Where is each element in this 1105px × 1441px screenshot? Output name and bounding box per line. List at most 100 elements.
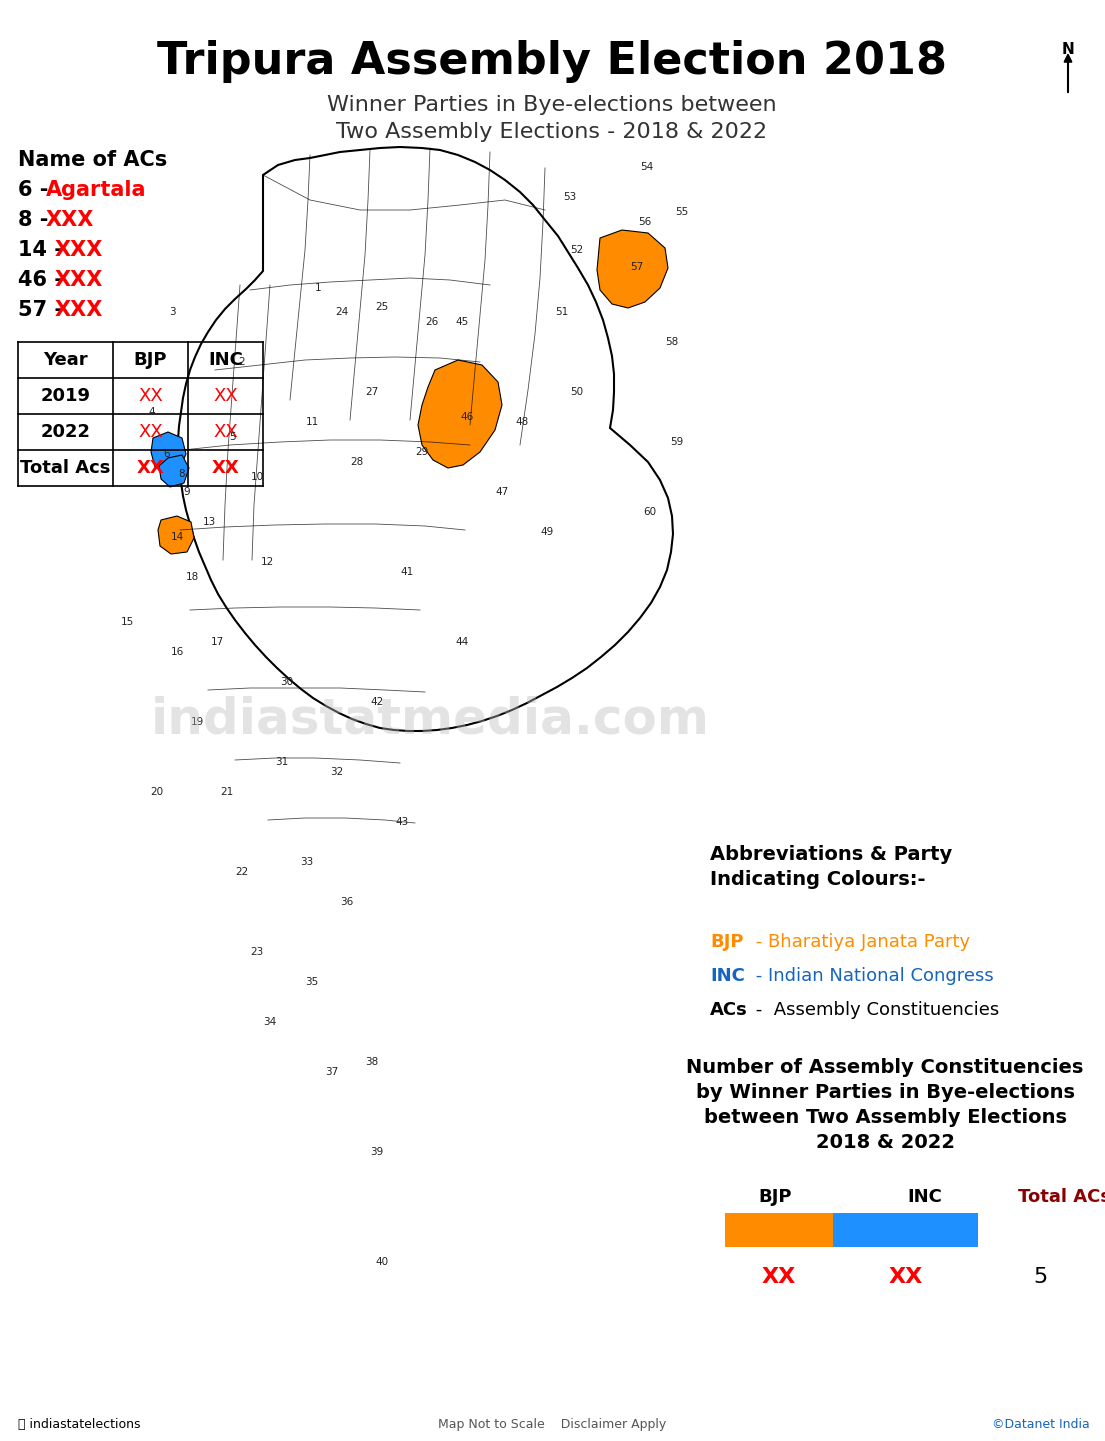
Text: 46 -: 46 - bbox=[18, 269, 63, 290]
Text: -  Assembly Constituencies: - Assembly Constituencies bbox=[750, 1001, 999, 1019]
Text: 2019: 2019 bbox=[41, 388, 91, 405]
Text: 2022: 2022 bbox=[41, 424, 91, 441]
Text: 5: 5 bbox=[1033, 1267, 1048, 1287]
Text: Name of ACs: Name of ACs bbox=[18, 150, 167, 170]
Text: Winner Parties in Bye-elections between: Winner Parties in Bye-elections between bbox=[327, 95, 777, 115]
Text: 58: 58 bbox=[665, 337, 678, 347]
Text: 6: 6 bbox=[164, 450, 170, 460]
Text: 33: 33 bbox=[301, 857, 314, 867]
Text: 32: 32 bbox=[330, 767, 344, 777]
Text: Tripura Assembly Election 2018: Tripura Assembly Election 2018 bbox=[157, 40, 947, 84]
Text: 8: 8 bbox=[179, 468, 186, 478]
Text: 42: 42 bbox=[370, 697, 383, 708]
Text: 26: 26 bbox=[425, 317, 439, 327]
Text: 31: 31 bbox=[275, 757, 288, 767]
Text: Two Assembly Elections - 2018 & 2022: Two Assembly Elections - 2018 & 2022 bbox=[336, 122, 768, 143]
Text: 52: 52 bbox=[570, 245, 583, 255]
Text: 43: 43 bbox=[396, 817, 409, 827]
Text: - Indian National Congress: - Indian National Congress bbox=[750, 967, 993, 986]
Text: Abbreviations & Party
Indicating Colours:-: Abbreviations & Party Indicating Colours… bbox=[711, 844, 953, 889]
Text: XX: XX bbox=[761, 1267, 796, 1287]
Text: 47: 47 bbox=[495, 487, 508, 497]
Text: Total Acs: Total Acs bbox=[20, 460, 110, 477]
Text: 20: 20 bbox=[150, 787, 164, 797]
Text: 39: 39 bbox=[370, 1147, 383, 1157]
Text: 53: 53 bbox=[564, 192, 577, 202]
Text: BJP: BJP bbox=[711, 932, 744, 951]
Text: 11: 11 bbox=[305, 416, 318, 427]
Text: BJP: BJP bbox=[758, 1187, 792, 1206]
Text: XXX: XXX bbox=[55, 300, 103, 320]
Text: Total ACs: Total ACs bbox=[1018, 1187, 1105, 1206]
Text: 15: 15 bbox=[120, 617, 134, 627]
Text: 54: 54 bbox=[641, 161, 654, 171]
Polygon shape bbox=[418, 360, 502, 468]
Polygon shape bbox=[159, 455, 189, 487]
Text: 57 -: 57 - bbox=[18, 300, 63, 320]
Text: 21: 21 bbox=[220, 787, 233, 797]
Text: 56: 56 bbox=[639, 218, 652, 228]
Text: INC: INC bbox=[711, 967, 745, 986]
Text: 41: 41 bbox=[400, 566, 413, 576]
Text: 16: 16 bbox=[170, 647, 183, 657]
Text: 55: 55 bbox=[675, 208, 688, 218]
Text: 37: 37 bbox=[325, 1066, 338, 1076]
Text: XX: XX bbox=[138, 424, 162, 441]
Text: XXX: XXX bbox=[55, 269, 103, 290]
Text: 40: 40 bbox=[376, 1257, 389, 1267]
Text: ACs: ACs bbox=[711, 1001, 748, 1019]
Text: 51: 51 bbox=[556, 307, 569, 317]
Text: 57: 57 bbox=[630, 262, 643, 272]
Text: 24: 24 bbox=[336, 307, 348, 317]
Text: 8 -: 8 - bbox=[18, 210, 49, 231]
Text: 22: 22 bbox=[235, 867, 249, 878]
Text: 60: 60 bbox=[643, 507, 656, 517]
Text: 45: 45 bbox=[455, 317, 469, 327]
Text: 14: 14 bbox=[170, 532, 183, 542]
Text: XX: XX bbox=[213, 388, 238, 405]
Polygon shape bbox=[158, 516, 194, 553]
Text: 23: 23 bbox=[251, 947, 264, 957]
Text: XX: XX bbox=[137, 460, 165, 477]
Text: XX: XX bbox=[888, 1267, 923, 1287]
Text: N: N bbox=[1062, 42, 1074, 58]
Text: XX: XX bbox=[138, 388, 162, 405]
Text: 46: 46 bbox=[461, 412, 474, 422]
Text: 34: 34 bbox=[263, 1017, 276, 1027]
FancyBboxPatch shape bbox=[833, 1213, 978, 1246]
Text: 50: 50 bbox=[570, 388, 583, 398]
Text: 19: 19 bbox=[190, 718, 203, 728]
Text: indiastatmedia.com: indiastatmedia.com bbox=[150, 696, 709, 744]
Text: ©Datanet India: ©Datanet India bbox=[992, 1418, 1090, 1431]
Text: Agartala: Agartala bbox=[45, 180, 146, 200]
Text: 17: 17 bbox=[210, 637, 223, 647]
Text: XX: XX bbox=[213, 424, 238, 441]
Text: 29: 29 bbox=[415, 447, 429, 457]
Text: 13: 13 bbox=[202, 517, 215, 527]
Text: Map Not to Scale    Disclaimer Apply: Map Not to Scale Disclaimer Apply bbox=[438, 1418, 666, 1431]
Text: 44: 44 bbox=[455, 637, 469, 647]
Text: XXX: XXX bbox=[55, 241, 103, 259]
Text: 12: 12 bbox=[261, 558, 274, 566]
Text: 27: 27 bbox=[366, 388, 379, 398]
Text: 1: 1 bbox=[315, 282, 322, 293]
Text: Number of Assembly Constituencies
by Winner Parties in Bye-elections
between Two: Number of Assembly Constituencies by Win… bbox=[686, 1058, 1084, 1151]
Text: - Bharatiya Janata Party: - Bharatiya Janata Party bbox=[750, 932, 970, 951]
Text: Ⓖ indiastatelections: Ⓖ indiastatelections bbox=[18, 1418, 140, 1431]
Text: 49: 49 bbox=[540, 527, 554, 537]
Text: 5: 5 bbox=[229, 432, 235, 442]
Text: 3: 3 bbox=[169, 307, 176, 317]
Polygon shape bbox=[151, 432, 186, 473]
Text: 4: 4 bbox=[149, 406, 156, 416]
Text: 30: 30 bbox=[281, 677, 294, 687]
Text: 10: 10 bbox=[251, 473, 264, 481]
Text: 28: 28 bbox=[350, 457, 364, 467]
Text: 25: 25 bbox=[376, 303, 389, 313]
Text: Year: Year bbox=[43, 352, 87, 369]
Text: 18: 18 bbox=[186, 572, 199, 582]
Text: 9: 9 bbox=[183, 487, 190, 497]
Polygon shape bbox=[597, 231, 669, 308]
Text: BJP: BJP bbox=[134, 352, 167, 369]
Text: XX: XX bbox=[212, 460, 240, 477]
Text: 2: 2 bbox=[239, 357, 245, 367]
